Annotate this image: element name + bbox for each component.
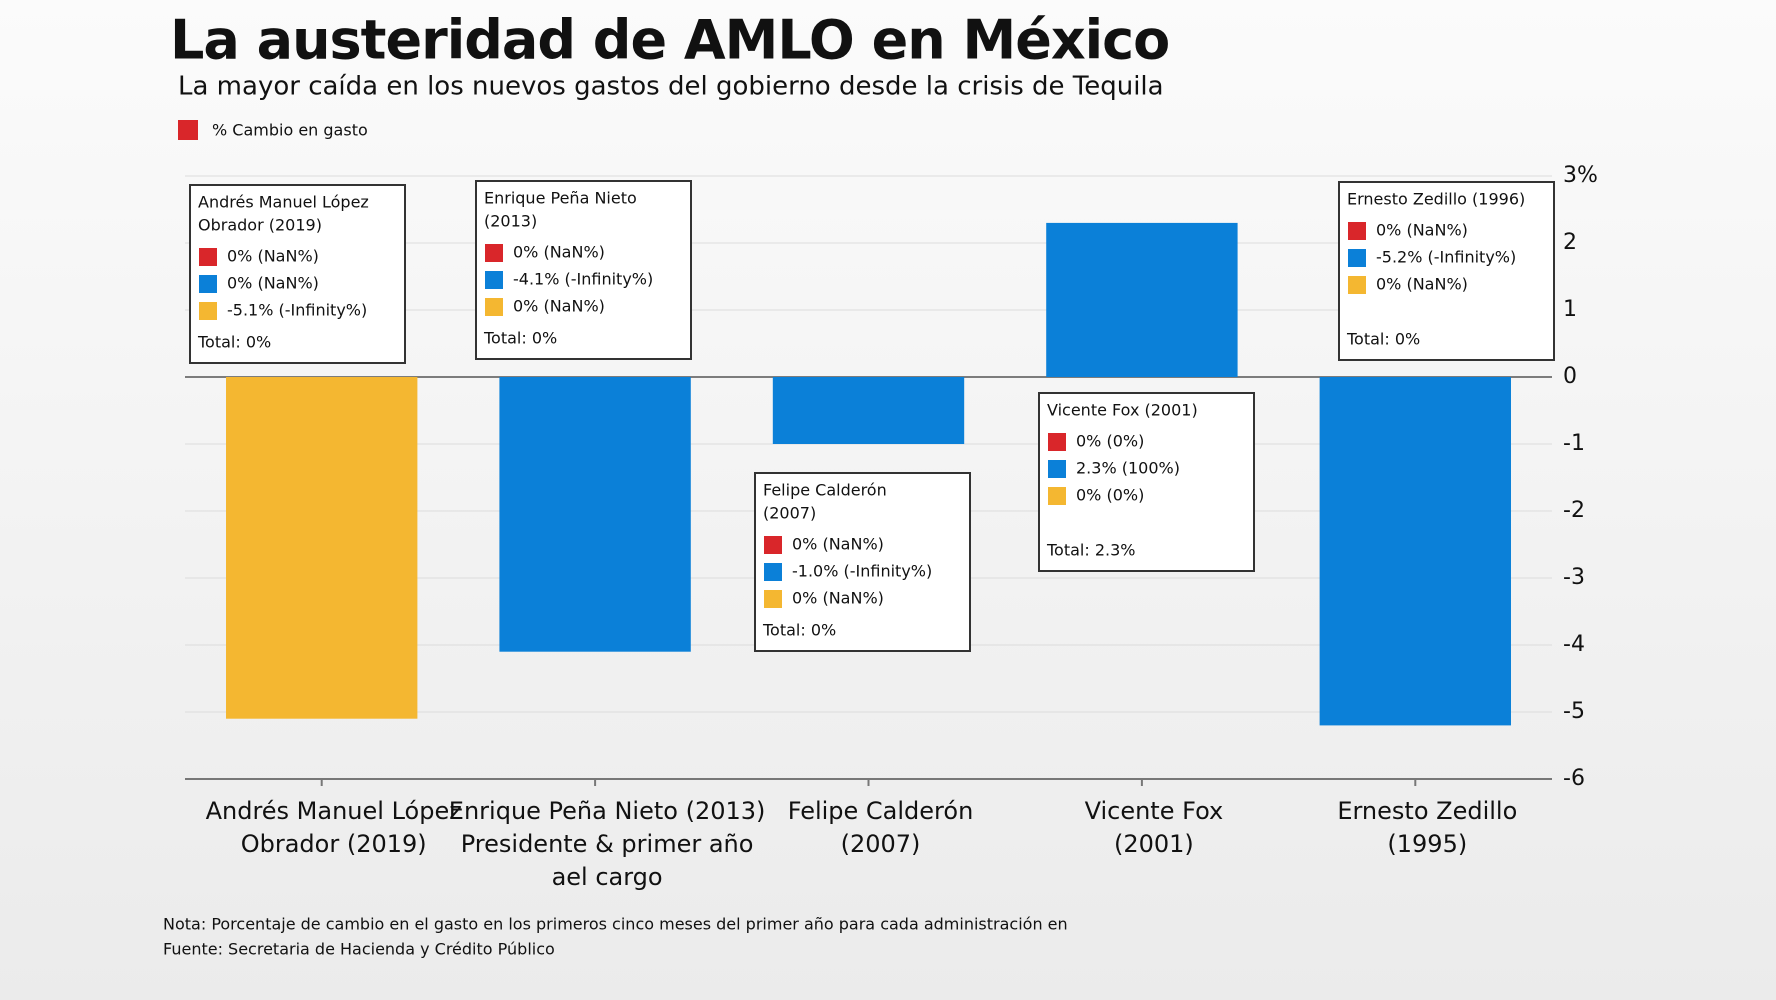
tooltip-row: 2.3% (100%): [1076, 459, 1180, 478]
x-tick-label: (2001): [1114, 830, 1194, 858]
tooltip-box: [1338, 181, 1555, 361]
tooltip-title: Obrador (2019): [198, 216, 322, 235]
tooltip-row: -5.1% (-Infinity%): [227, 301, 367, 320]
tooltip-swatch: [1048, 433, 1066, 451]
tooltip-total: Total: 2.3%: [1046, 541, 1136, 560]
tooltip-title: Ernesto Zedillo (1996): [1347, 190, 1525, 209]
tooltip-row: 0% (0%): [1076, 432, 1144, 451]
tooltip-row: 0% (NaN%): [227, 247, 319, 266]
tooltip-row: 0% (NaN%): [792, 535, 884, 554]
legend-swatch: [178, 120, 198, 140]
chart-subtitle: La mayor caída en los nuevos gastos del …: [178, 72, 1164, 102]
tooltip-swatch: [485, 271, 503, 289]
chart-title: La austeridad de AMLO en México: [170, 9, 1169, 72]
tooltip-row: -1.0% (-Infinity%): [792, 562, 932, 581]
tooltip-title: (2013): [484, 212, 537, 231]
tooltip-swatch: [199, 248, 217, 266]
x-tick-label: ael cargo: [552, 863, 663, 891]
tooltip-title: Vicente Fox (2001): [1047, 401, 1198, 420]
legend-label: % Cambio en gasto: [212, 121, 368, 140]
x-tick-label: Andrés Manuel López: [206, 797, 462, 825]
y-tick-label: 1: [1563, 297, 1577, 322]
footnote: Fuente: Secretaria de Hacienda y Crédito…: [163, 940, 555, 959]
tooltip-swatch: [199, 302, 217, 320]
y-tick-label: -2: [1563, 498, 1585, 523]
tooltip-swatch: [1348, 222, 1366, 240]
x-tick-label: Ernesto Zedillo: [1337, 797, 1517, 825]
tooltip-swatch: [764, 590, 782, 608]
tooltip-title: Felipe Calderón: [763, 481, 887, 500]
tooltip-swatch: [1048, 460, 1066, 478]
x-tick-label: Enrique Peña Nieto (2013): [449, 797, 766, 825]
tooltip-swatch: [199, 275, 217, 293]
y-tick-label: -5: [1563, 699, 1585, 724]
tooltip-box: [754, 472, 971, 652]
tooltip-swatch: [764, 536, 782, 554]
x-tick-label: Vicente Fox: [1085, 797, 1224, 825]
tooltip-total: Total: 0%: [483, 329, 557, 348]
tooltip-row: 0% (NaN%): [227, 274, 319, 293]
tooltip-row: -4.1% (-Infinity%): [513, 270, 653, 289]
y-tick-label: 2: [1563, 230, 1577, 255]
tooltip-total: Total: 0%: [1346, 330, 1420, 349]
x-tick-label: Presidente & primer año: [461, 830, 754, 858]
x-tick-label: Felipe Calderón: [788, 797, 974, 825]
tooltip-total: Total: 0%: [197, 333, 271, 352]
tooltip-swatch: [1348, 276, 1366, 294]
tooltip-total: Total: 0%: [762, 621, 836, 640]
tooltip-row: 0% (NaN%): [513, 297, 605, 316]
tooltip-swatch: [485, 244, 503, 262]
x-tick-label: (2007): [841, 830, 921, 858]
tooltip-row: 0% (NaN%): [1376, 221, 1468, 240]
tooltip-title: (2007): [763, 504, 816, 523]
tooltip-box: [1038, 392, 1255, 572]
y-tick-label: -1: [1563, 431, 1585, 456]
footnote: Nota: Porcentaje de cambio en el gasto e…: [163, 915, 1068, 934]
tooltip-row: 0% (NaN%): [513, 243, 605, 262]
y-tick-label: 3%: [1563, 163, 1598, 188]
x-tick-label: Obrador (2019): [241, 830, 427, 858]
tooltip-row: 0% (NaN%): [1376, 275, 1468, 294]
tooltip-swatch: [485, 298, 503, 316]
y-tick-label: -3: [1563, 565, 1585, 590]
tooltip-row: 0% (NaN%): [792, 589, 884, 608]
y-tick-label: -6: [1563, 766, 1585, 791]
tooltip-swatch: [1348, 249, 1366, 267]
tooltip-title: Andrés Manuel López: [198, 193, 369, 212]
tooltip-row: 0% (0%): [1076, 486, 1144, 505]
x-tick-label: (1995): [1387, 830, 1467, 858]
bar: [1046, 222, 1238, 377]
bar: [772, 377, 965, 444]
tooltip-box: [475, 180, 692, 360]
bar: [499, 377, 691, 652]
bar: [1319, 377, 1511, 726]
tooltip-swatch: [764, 563, 782, 581]
tooltip-title: Enrique Peña Nieto: [484, 189, 637, 208]
bar: [226, 377, 418, 719]
tooltip-box: [189, 184, 406, 364]
tooltip-swatch: [1048, 487, 1066, 505]
y-tick-label: -4: [1563, 632, 1585, 657]
y-tick-label: 0: [1563, 364, 1577, 389]
tooltip-row: -5.2% (-Infinity%): [1376, 248, 1516, 267]
